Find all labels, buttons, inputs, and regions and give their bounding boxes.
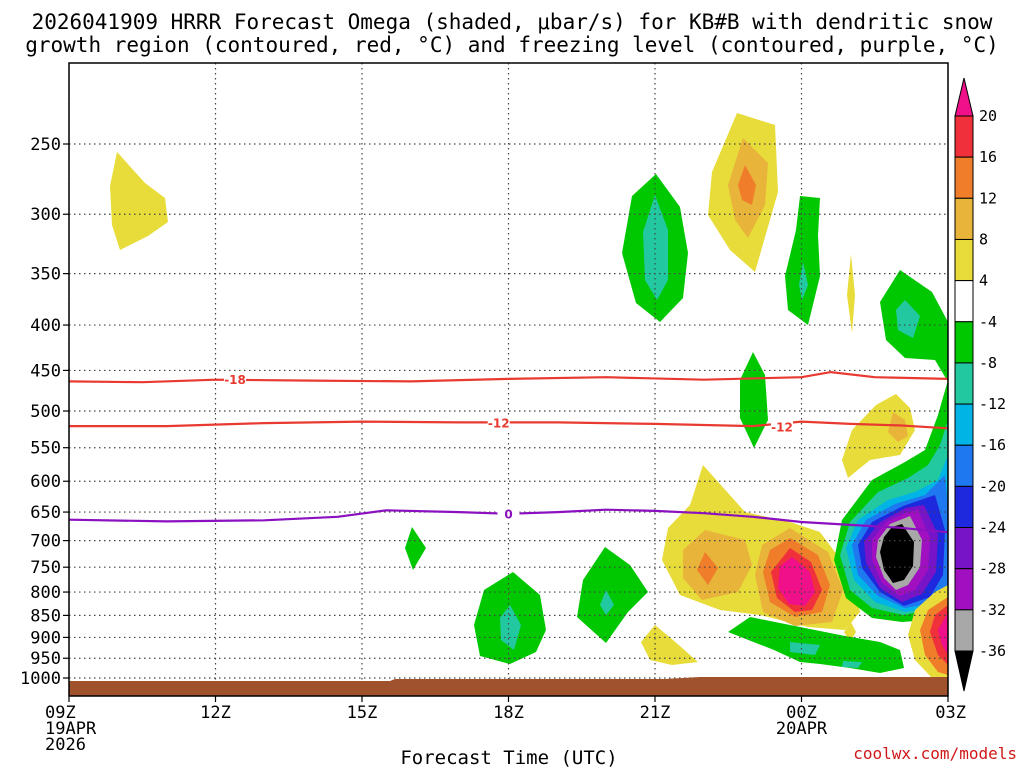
y-tick-label: 700 bbox=[30, 532, 61, 552]
omega-region bbox=[683, 530, 752, 600]
x-tick-label: 21Z bbox=[640, 703, 671, 723]
colorbar-swatch bbox=[954, 609, 974, 652]
colorbar-label: 16 bbox=[979, 148, 997, 166]
x-axis-label: Forecast Time (UTC) bbox=[400, 747, 617, 768]
colorbar-label: -32 bbox=[979, 601, 1006, 619]
x-tick-label: 09Z bbox=[45, 703, 76, 723]
y-tick-label: 1000 bbox=[20, 669, 61, 689]
y-tick-label: 950 bbox=[30, 649, 61, 669]
surface-terrain bbox=[69, 677, 948, 696]
chart-title-line1: 2026041909 HRRR Forecast Omega (shaded, … bbox=[32, 10, 993, 34]
colorbar-label: 20 bbox=[979, 107, 997, 125]
colorbar-label: -8 bbox=[979, 354, 997, 372]
colorbar-label: -20 bbox=[979, 477, 1006, 495]
omega-region bbox=[938, 612, 948, 655]
y-tick-label: 550 bbox=[30, 439, 61, 459]
colorbar-swatch bbox=[954, 197, 974, 240]
contour-label: 0 bbox=[504, 507, 512, 521]
omega-region bbox=[405, 527, 426, 570]
colorbar-label: -12 bbox=[979, 395, 1006, 413]
contour-label-bg bbox=[487, 416, 510, 431]
y-tick-label: 250 bbox=[30, 135, 61, 155]
omega-region bbox=[641, 625, 698, 665]
y-tick-label: 850 bbox=[30, 606, 61, 626]
omega-region bbox=[880, 524, 914, 583]
contour-label-bg bbox=[224, 372, 247, 387]
omega-region bbox=[896, 300, 920, 338]
contour-line-dgz-upper bbox=[69, 370, 948, 384]
x-tick-date-label: 19APR bbox=[45, 719, 97, 739]
colorbar-swatch bbox=[954, 362, 974, 405]
omega-region bbox=[740, 352, 768, 448]
colorbar-swatch bbox=[954, 115, 974, 158]
colorbar-label: -28 bbox=[979, 560, 1006, 578]
y-tick-label: 800 bbox=[30, 583, 61, 603]
omega-region bbox=[600, 590, 614, 615]
x-tick-date-label: 20APR bbox=[776, 719, 828, 739]
omega-region bbox=[738, 165, 756, 205]
temperature-contours: -18 -12 -12 0 bbox=[69, 370, 948, 534]
y-tick-label: 400 bbox=[30, 316, 61, 336]
x-tick-year-label: 2026 bbox=[45, 735, 86, 755]
y-tick-label: 750 bbox=[30, 558, 61, 578]
omega-region bbox=[500, 605, 521, 650]
contour-line-dgz-lower bbox=[69, 420, 948, 430]
colorbar: 20 16 12 8 4 -4 -8 -12 -16 -20 -24 -28 -32 -36 bbox=[954, 77, 1006, 692]
colorbar-swatch bbox=[954, 568, 974, 611]
chart-title-line2: growth region (contoured, red, °C) and f… bbox=[25, 33, 999, 57]
contour-line-freezing-level bbox=[69, 508, 948, 534]
omega-region bbox=[842, 661, 862, 668]
colorbar-label: -36 bbox=[979, 642, 1006, 660]
omega-region bbox=[799, 262, 808, 300]
omega-shading bbox=[110, 113, 948, 680]
colorbar-swatch bbox=[954, 280, 974, 323]
colorbar-swatch bbox=[954, 238, 974, 282]
colorbar-label: 12 bbox=[979, 189, 997, 207]
colorbar-swatch bbox=[954, 485, 974, 529]
omega-region bbox=[888, 412, 908, 442]
colorbar-label: -24 bbox=[979, 519, 1006, 537]
y-tick-label: 350 bbox=[30, 265, 61, 285]
colorbar-swatch bbox=[954, 527, 974, 570]
x-tick-label: 18Z bbox=[493, 703, 524, 723]
y-tick-label: 500 bbox=[30, 402, 61, 422]
omega-region bbox=[577, 547, 648, 643]
colorbar-swatch bbox=[954, 77, 974, 117]
x-tick-label: 12Z bbox=[200, 703, 231, 723]
x-tick-label: 00Z bbox=[786, 703, 817, 723]
contour-label: -12 bbox=[771, 420, 793, 434]
colorbar-swatch bbox=[954, 321, 974, 364]
colorbar-swatch bbox=[954, 444, 974, 487]
omega-region bbox=[110, 152, 168, 250]
colorbar-label: -4 bbox=[979, 313, 997, 331]
plot-area: -18 -12 -12 0 bbox=[69, 63, 948, 696]
contour-label-bg bbox=[497, 506, 520, 521]
contour-label-bg bbox=[770, 419, 793, 434]
omega-region bbox=[790, 642, 820, 655]
colorbar-label: 4 bbox=[979, 272, 988, 290]
y-tick-label: 650 bbox=[30, 503, 61, 523]
omega-region bbox=[697, 552, 718, 585]
x-tick-label: 03Z bbox=[935, 703, 966, 723]
colorbar-label: 8 bbox=[979, 230, 988, 248]
credit-text: coolwx.com/models bbox=[853, 744, 1017, 763]
contour-label: -18 bbox=[224, 373, 246, 387]
omega-region bbox=[778, 557, 815, 606]
y-tick-label: 300 bbox=[30, 205, 61, 225]
contour-label: -12 bbox=[488, 417, 510, 431]
colorbar-swatch bbox=[954, 403, 974, 446]
omega-region bbox=[847, 254, 855, 333]
y-tick-label: 900 bbox=[30, 628, 61, 648]
omega-region bbox=[785, 196, 820, 325]
colorbar-label: -16 bbox=[979, 436, 1006, 454]
y-tick-label: 600 bbox=[30, 472, 61, 492]
y-axis: 2503003504004505005506006507007508008509… bbox=[20, 135, 69, 689]
omega-region bbox=[930, 605, 948, 665]
y-tick-label: 450 bbox=[30, 361, 61, 381]
colorbar-swatch bbox=[954, 156, 974, 199]
x-tick-label: 15Z bbox=[347, 703, 378, 723]
colorbar-swatch bbox=[954, 650, 974, 692]
